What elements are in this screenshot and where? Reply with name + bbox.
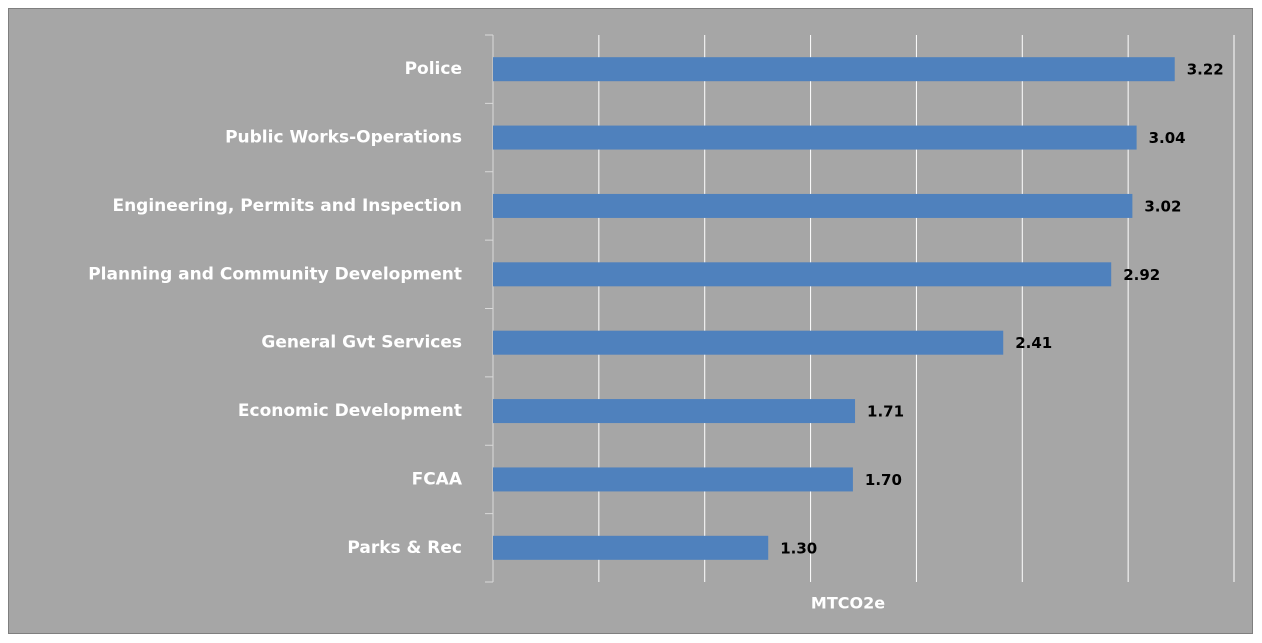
bar: [493, 399, 856, 424]
chart-background: [8, 8, 1253, 634]
y-tick-label: FCAA: [412, 469, 463, 489]
y-tick-label: General Gvt Services: [261, 333, 462, 353]
data-label: 3.02: [1144, 197, 1181, 215]
bar: [493, 262, 1112, 287]
bar: [493, 467, 853, 492]
x-axis-title: MTCO2e: [811, 594, 885, 613]
data-label: 2.41: [1015, 334, 1052, 352]
bar: [493, 330, 1004, 355]
bar: [493, 57, 1175, 82]
data-label: 3.04: [1149, 129, 1186, 147]
y-tick-label: Engineering, Permits and Inspection: [112, 196, 462, 216]
data-label: 1.30: [780, 539, 817, 557]
data-label: 1.71: [867, 403, 904, 421]
bar: [493, 193, 1133, 218]
data-label: 1.70: [865, 471, 902, 489]
bar: [493, 125, 1137, 150]
data-label: 2.92: [1123, 266, 1160, 284]
y-tick-label: Parks & Rec: [347, 538, 462, 558]
y-tick-label: Economic Development: [238, 401, 462, 421]
y-tick-label: Planning and Community Development: [88, 264, 462, 284]
y-tick-label: Police: [405, 59, 462, 79]
y-tick-label: Public Works-Operations: [225, 128, 462, 148]
bar: [493, 535, 769, 560]
data-label: 3.22: [1187, 61, 1224, 79]
